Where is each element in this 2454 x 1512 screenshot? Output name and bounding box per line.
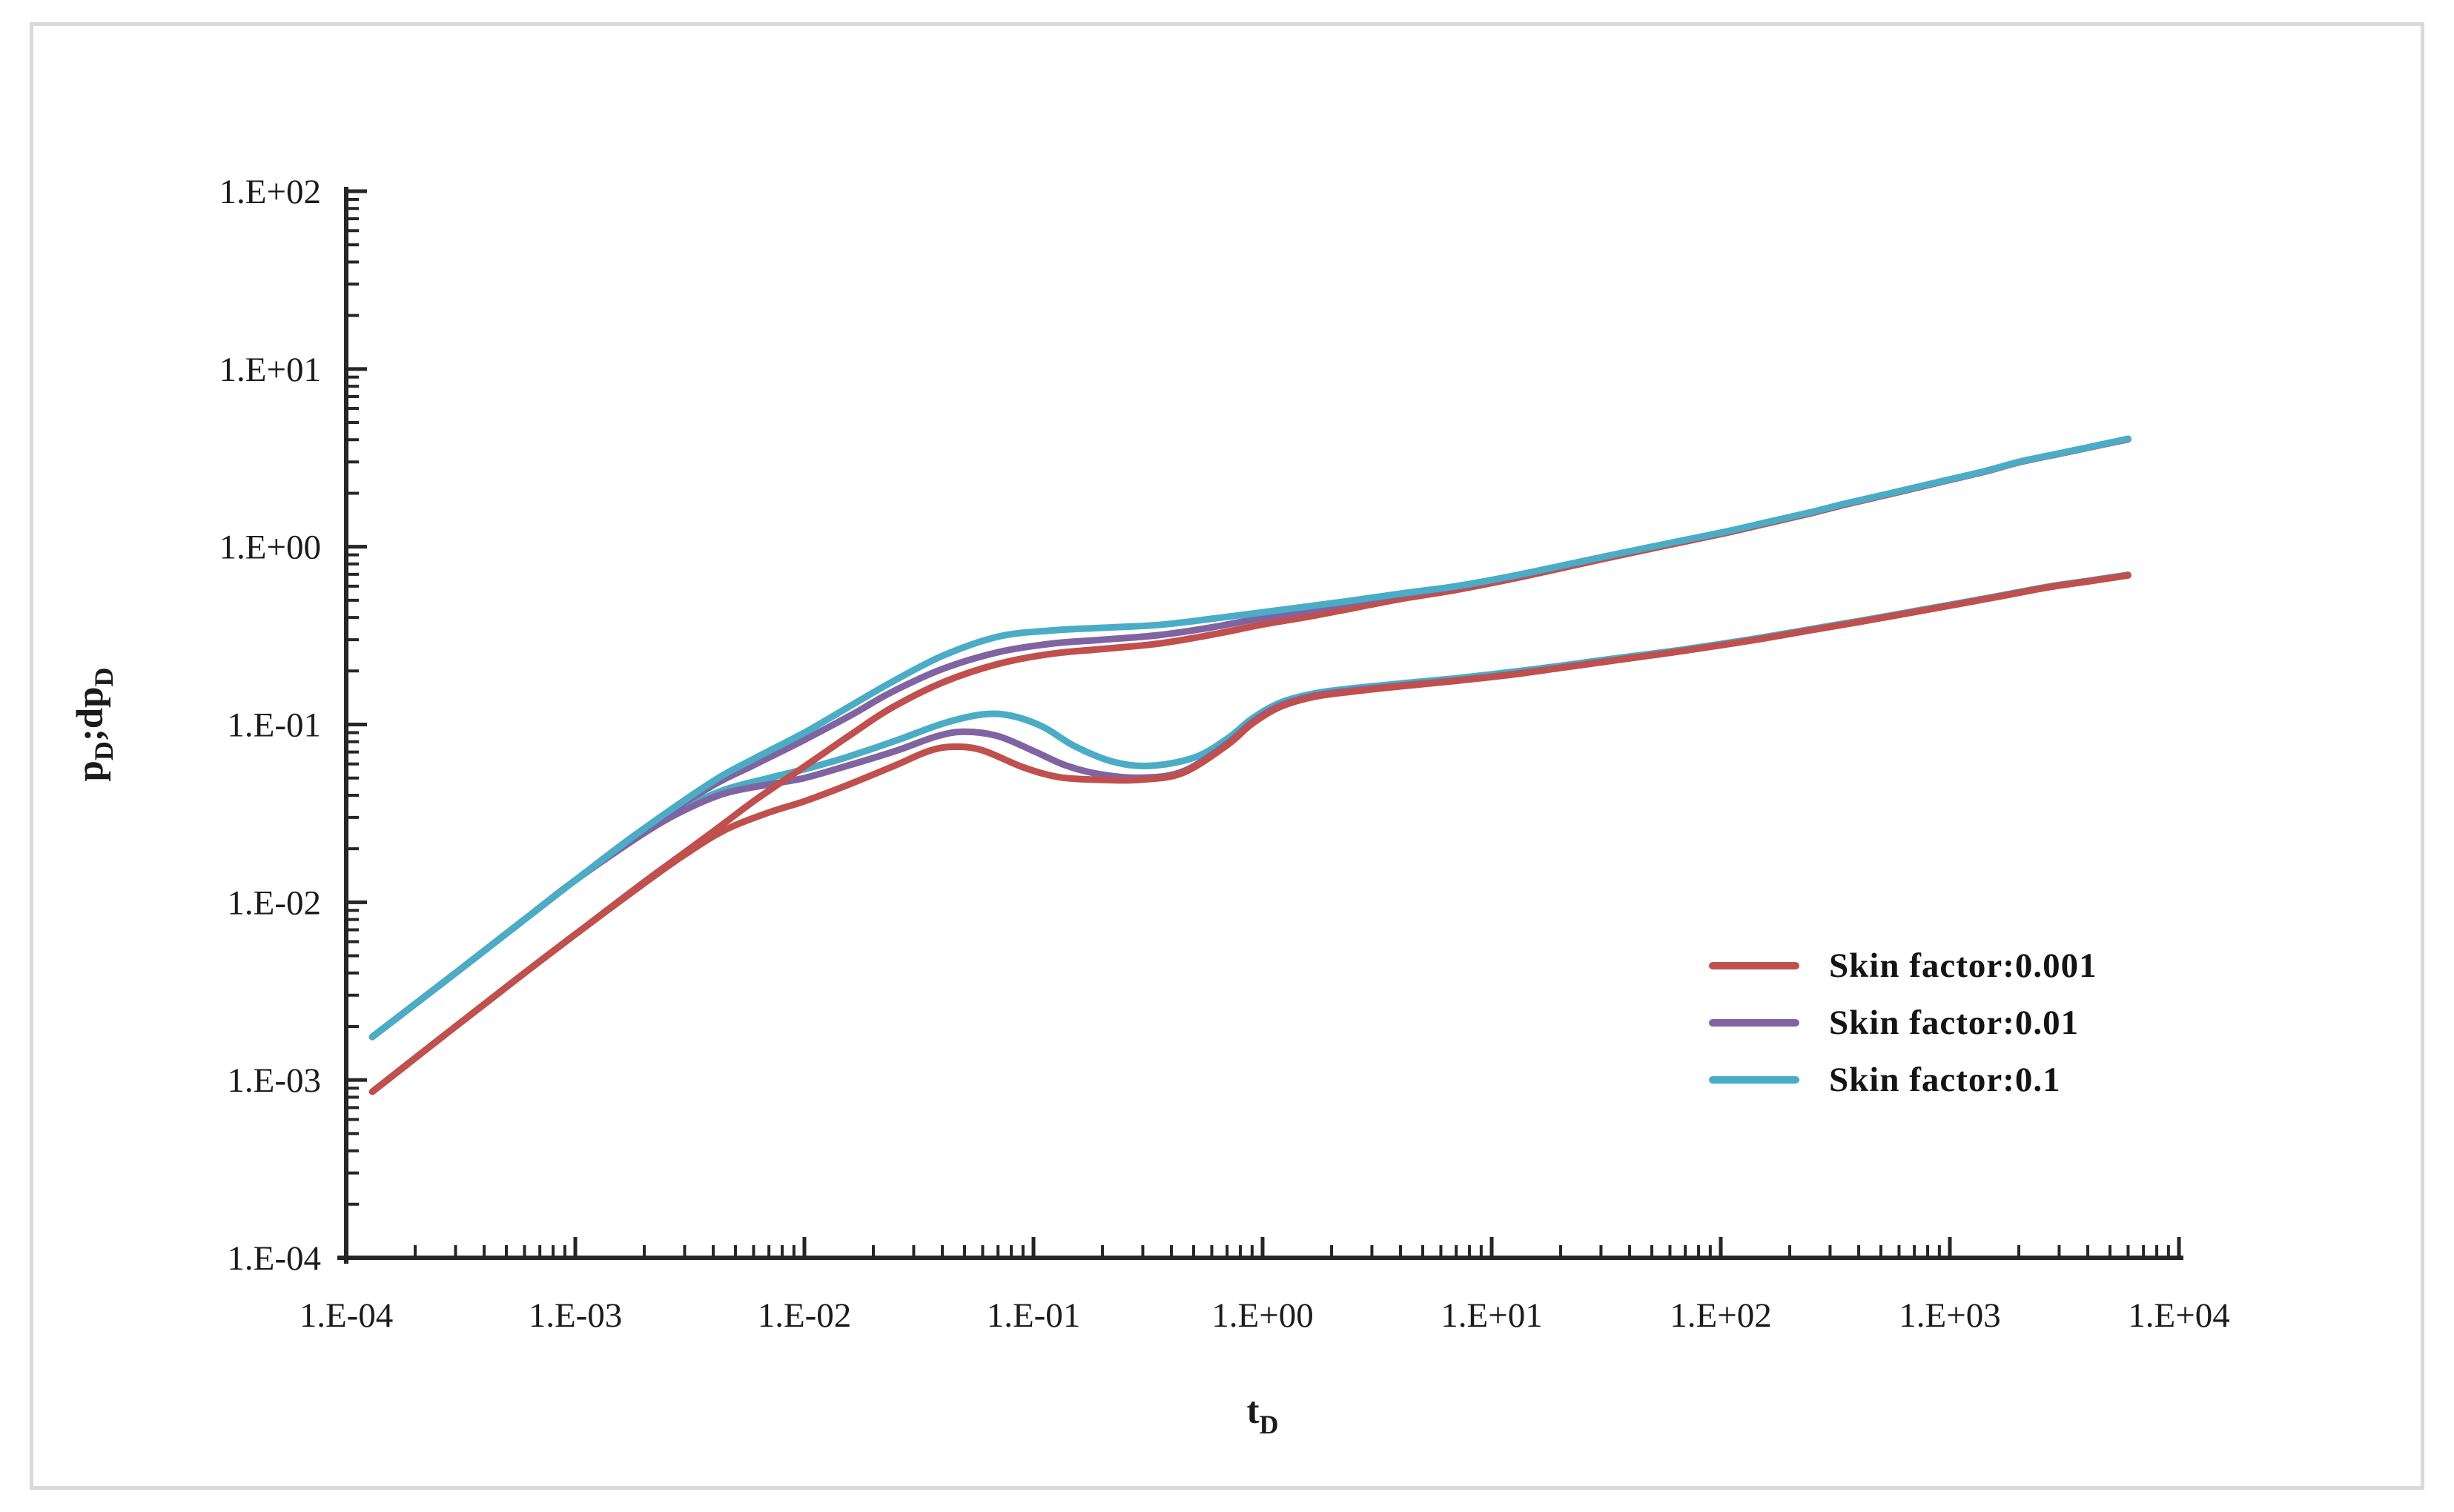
x-axis-title: tD​ bbox=[1247, 1390, 1279, 1439]
y-tick-label: 1.E-04 bbox=[227, 1239, 321, 1278]
x-tick-label: 1.E+03 bbox=[1899, 1296, 2000, 1335]
legend-label: Skin factor:0.001 bbox=[1829, 946, 2097, 985]
y-tick-label: 1.E+00 bbox=[219, 528, 321, 567]
legend-entry: Skin factor:0.1 bbox=[1709, 1051, 2097, 1108]
legend-label: Skin factor:0.1 bbox=[1829, 1060, 2061, 1099]
y-tick-label: 1.E-02 bbox=[227, 883, 321, 922]
legend-entry: Skin factor:0.001 bbox=[1709, 937, 2097, 994]
legend-entry: Skin factor:0.01 bbox=[1709, 994, 2097, 1051]
curve-pressure-skin-0.1 bbox=[368, 435, 2131, 1041]
x-tick-label: 1.E-02 bbox=[758, 1296, 852, 1335]
x-tick-label: 1.E+04 bbox=[2128, 1296, 2229, 1335]
x-tick-label: 1.E+00 bbox=[1211, 1296, 1313, 1335]
legend: Skin factor:0.001 Skin factor:0.01 Skin … bbox=[1709, 937, 2097, 1108]
y-tick-label: 1.E-03 bbox=[227, 1061, 321, 1100]
x-tick-label: 1.E-01 bbox=[987, 1296, 1081, 1335]
y-tick-label: 1.E-01 bbox=[227, 706, 321, 745]
y-tick-label: 1.E+01 bbox=[219, 351, 321, 389]
axis-titles: tD​ pD​;dpD​ bbox=[70, 667, 1278, 1439]
y-tick-label: 1.E+02 bbox=[219, 173, 321, 211]
x-tick-label: 1.E+01 bbox=[1441, 1296, 1542, 1335]
data-series bbox=[368, 435, 2131, 1095]
y-axis-title: pD​;dpD​ bbox=[70, 667, 119, 781]
legend-line-swatch bbox=[1709, 961, 1799, 969]
legend-label: Skin factor:0.01 bbox=[1829, 1003, 2080, 1042]
x-tick-label: 1.E-04 bbox=[300, 1296, 394, 1335]
x-tick-label: 1.E-03 bbox=[529, 1296, 623, 1335]
axis-tick-labels: 1.E-04 1.E-03 1.E-02 1.E-01 1.E+00 1.E+01 1.E+… bbox=[219, 173, 2230, 1335]
legend-line-swatch bbox=[1709, 1075, 1799, 1084]
legend-line-swatch bbox=[1709, 1018, 1799, 1027]
x-tick-label: 1.E+02 bbox=[1670, 1296, 1771, 1335]
axis-ticks bbox=[344, 189, 2181, 1260]
